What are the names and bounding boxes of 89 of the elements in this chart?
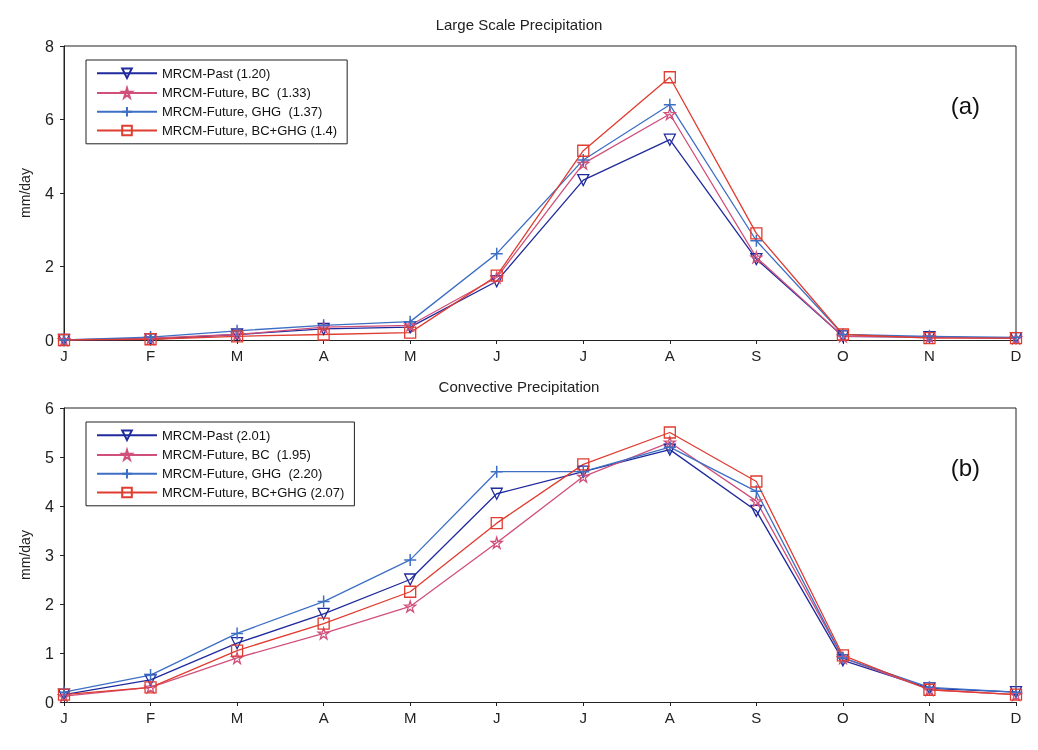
point	[404, 585, 417, 598]
point	[577, 157, 590, 170]
annotation: (a)	[950, 91, 981, 119]
point	[663, 426, 676, 439]
y-tick-label: 6	[45, 111, 55, 128]
x-tick-label: J	[492, 347, 501, 364]
x-tick-label: J	[60, 347, 68, 364]
legend-label: MRCM-Future, GHG (2.20)	[162, 466, 323, 482]
x-tick-label: J	[579, 347, 588, 364]
chart-title: Large Scale Precipitation	[435, 16, 603, 33]
point	[489, 464, 504, 479]
x-tick-label: M	[230, 709, 244, 726]
point	[750, 504, 763, 518]
legend-label: MRCM-Future, BC+GHG (2.07)	[162, 485, 345, 500]
point	[663, 71, 676, 84]
x-tick-label: J	[492, 709, 501, 726]
point	[577, 173, 590, 187]
legend-label: MRCM-Future, BC+GHG (1.4)	[162, 123, 338, 138]
x-tick-label: N	[924, 347, 935, 364]
legend-label: MRCM-Past (1.20)	[162, 65, 271, 81]
y-tick-label: 4	[45, 497, 55, 515]
x-tick-label: D	[1010, 347, 1022, 364]
point	[750, 475, 763, 488]
point	[663, 133, 676, 146]
y-tick-label: 5	[45, 448, 55, 466]
point	[749, 484, 764, 499]
y-axis-title: mm/day	[17, 168, 33, 218]
x-tick-label: J	[60, 709, 68, 726]
point	[577, 458, 590, 471]
point	[404, 573, 417, 586]
x-tick-label: N	[924, 709, 935, 726]
x-tick-label: M	[403, 347, 417, 364]
y-axis-title: mm/day	[17, 530, 33, 580]
x-tick-label: A	[318, 709, 329, 726]
point	[403, 553, 417, 567]
x-tick-label: A	[318, 347, 329, 364]
x-tick-label: S	[751, 347, 762, 364]
point	[489, 246, 504, 261]
point	[143, 668, 158, 682]
y-tick-label: 2	[45, 595, 55, 613]
chart-title: Convective Precipitation	[438, 378, 600, 395]
legend-label: MRCM-Future, GHG (1.37)	[162, 104, 323, 120]
point	[576, 153, 591, 167]
y-tick-label: 0	[45, 693, 55, 711]
x-tick-label: A	[664, 709, 675, 726]
point	[317, 607, 330, 620]
point	[490, 487, 503, 500]
y-tick-label: 3	[45, 546, 55, 564]
point	[663, 98, 677, 112]
x-tick-label: M	[230, 347, 244, 364]
x-tick-label: F	[145, 347, 156, 364]
x-tick-label: A	[664, 347, 675, 364]
y-tick-label: 4	[45, 184, 55, 202]
point	[403, 314, 417, 329]
point	[317, 328, 330, 341]
point	[749, 234, 764, 248]
legend-label: MRCM-Future, BC (1.33)	[162, 85, 311, 101]
point	[490, 517, 503, 530]
legend-label: MRCM-Future, BC (1.95)	[162, 447, 311, 463]
point	[317, 617, 330, 630]
x-tick-label: D	[1010, 709, 1022, 726]
x-tick-label: M	[403, 709, 417, 726]
point	[490, 275, 503, 288]
point	[490, 536, 503, 549]
point	[230, 651, 244, 665]
y-tick-label: 8	[45, 37, 55, 55]
y-tick-label: 6	[45, 399, 55, 417]
point	[750, 494, 763, 508]
point	[230, 637, 244, 650]
y-tick-label: 0	[45, 331, 55, 349]
point	[404, 600, 417, 613]
x-tick-label: S	[751, 709, 762, 726]
point	[316, 594, 331, 609]
x-tick-label: F	[145, 709, 156, 726]
annotation: (b)	[950, 453, 981, 481]
point	[577, 470, 590, 483]
point	[144, 673, 157, 687]
legend-label: MRCM-Past (2.01)	[162, 427, 271, 443]
x-tick-label: J	[579, 709, 588, 726]
point	[577, 144, 590, 157]
point	[230, 644, 244, 657]
x-tick-label: O	[837, 709, 849, 726]
y-tick-label: 2	[45, 258, 55, 275]
point	[230, 626, 244, 641]
y-tick-label: 1	[45, 644, 55, 662]
point	[404, 326, 417, 339]
point	[750, 227, 763, 240]
point	[230, 324, 244, 338]
x-tick-label: O	[837, 347, 849, 364]
